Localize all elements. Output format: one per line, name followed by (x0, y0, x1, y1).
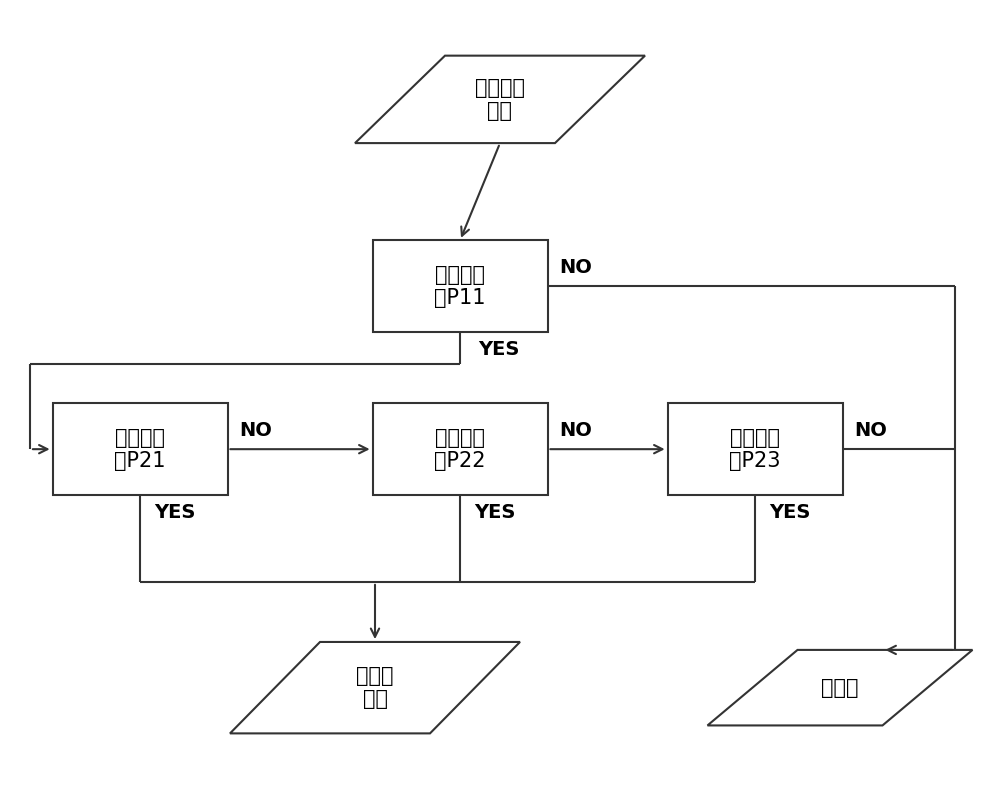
Bar (668, 404, 842, 494)
Polygon shape (230, 642, 520, 733)
Text: YES: YES (154, 503, 195, 522)
Bar (373, 240, 548, 332)
Bar (53, 404, 228, 494)
Text: 输入人脸
图像: 输入人脸 图像 (475, 78, 525, 121)
Text: NO: NO (560, 421, 592, 440)
Text: 第一分类
器P11: 第一分类 器P11 (434, 265, 486, 308)
Polygon shape (707, 650, 972, 725)
Bar (373, 404, 548, 494)
Text: 非人脸: 非人脸 (821, 677, 859, 698)
Text: NO: NO (560, 258, 592, 277)
Text: 多姿态
人脸: 多姿态 人脸 (356, 666, 394, 709)
Polygon shape (355, 56, 645, 143)
Text: YES: YES (478, 340, 519, 359)
Text: YES: YES (769, 503, 810, 522)
Text: 第二分类
器P21: 第二分类 器P21 (114, 428, 166, 471)
Text: YES: YES (474, 503, 515, 522)
Text: NO: NO (854, 421, 887, 440)
Text: NO: NO (240, 421, 272, 440)
Text: 第三分类
器P22: 第三分类 器P22 (434, 428, 486, 471)
Text: 第四分类
器P23: 第四分类 器P23 (729, 428, 781, 471)
